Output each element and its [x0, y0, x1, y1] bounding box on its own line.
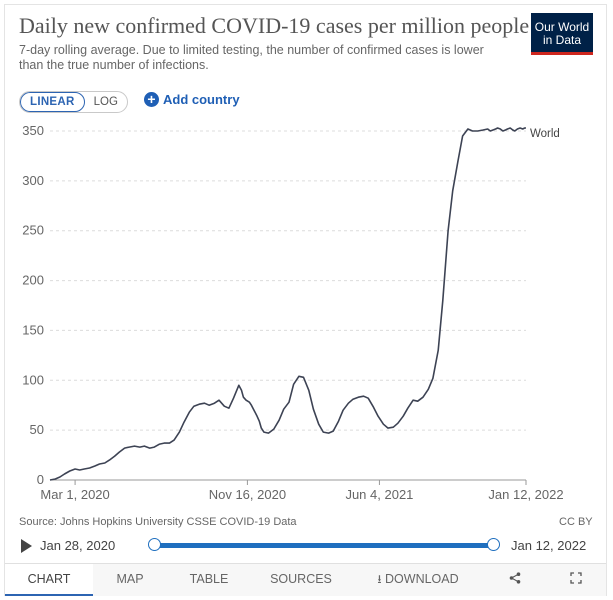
timeline-start-label: Jan 28, 2020 — [40, 538, 116, 553]
add-country-label: Add country — [163, 92, 240, 107]
share-icon — [509, 572, 521, 584]
series-line-world[interactable] — [49, 127, 526, 481]
tab-sources[interactable]: SOURCES — [270, 572, 332, 586]
y-tick-label: 350 — [22, 123, 44, 138]
tab-bar: CHART MAP TABLE SOURCES ⭳ DOWNLOAD — [5, 563, 606, 596]
y-tick-label: 50 — [30, 422, 44, 437]
x-axis-ticks: Mar 1, 2020 Nov 16, 2020 Jun 4, 2021 Jan 12… — [40, 480, 564, 502]
tab-chart[interactable]: CHART — [5, 564, 93, 596]
page-title: Daily new confirmed COVID-19 cases per m… — [19, 13, 530, 38]
y-tick-label: 250 — [22, 223, 44, 238]
logo-line-1: Our World — [534, 20, 590, 34]
fullscreen-button[interactable] — [545, 564, 606, 596]
timeline-end-label: Jan 12, 2022 — [511, 538, 587, 553]
timeline-start-handle[interactable] — [148, 538, 161, 551]
tab-download-label: DOWNLOAD — [385, 572, 459, 586]
x-tick-label: Jun 4, 2021 — [345, 487, 413, 502]
download-icon: ⭳ — [377, 572, 382, 586]
line-chart: 0 50 100 150 200 250 300 350 Mar 1, 2020 Nov 16,… — [22, 123, 564, 502]
series-label-world[interactable]: World — [530, 128, 560, 140]
y-tick-label: 300 — [22, 173, 44, 188]
linear-scale-button[interactable]: LINEAR — [20, 92, 85, 112]
log-scale-button[interactable]: LOG — [93, 96, 118, 108]
tab-download[interactable]: ⭳ DOWNLOAD — [351, 564, 485, 596]
add-country-button[interactable]: + Add country — [144, 92, 240, 107]
share-button[interactable] — [485, 564, 545, 596]
logo-line-2: in Data — [542, 33, 582, 47]
fullscreen-icon — [569, 572, 582, 584]
source-note[interactable]: Source: Johns Hopkins University CSSE CO… — [19, 516, 297, 528]
chart-frame — [4, 4, 607, 596]
y-tick-label: 200 — [22, 273, 44, 288]
y-tick-label: 100 — [22, 372, 44, 387]
x-tick-label: Jan 12, 2022 — [488, 487, 563, 502]
y-tick-label: 150 — [22, 322, 44, 337]
x-tick-label: Nov 16, 2020 — [209, 487, 286, 502]
timeline-track[interactable] — [154, 543, 494, 548]
owid-logo[interactable]: Our World in Data — [531, 13, 593, 55]
chart-subtitle: 7-day rolling average. Due to limited te… — [19, 43, 484, 72]
y-axis-ticks: 0 50 100 150 200 250 300 350 — [22, 123, 44, 487]
chart-grid — [50, 130, 526, 431]
play-icon[interactable] — [21, 539, 32, 553]
x-tick-label: Mar 1, 2020 — [40, 487, 109, 502]
tab-map[interactable]: MAP — [116, 572, 144, 586]
timeline: Jan 28, 2020 Jan 12, 2022 — [19, 536, 599, 556]
tab-table[interactable]: TABLE — [189, 572, 229, 586]
license-link[interactable]: CC BY — [559, 516, 593, 528]
timeline-end-handle[interactable] — [487, 538, 500, 551]
y-tick-label: 0 — [37, 472, 44, 487]
plus-icon: + — [144, 92, 159, 107]
scale-toggle: LINEAR LOG — [19, 91, 128, 113]
